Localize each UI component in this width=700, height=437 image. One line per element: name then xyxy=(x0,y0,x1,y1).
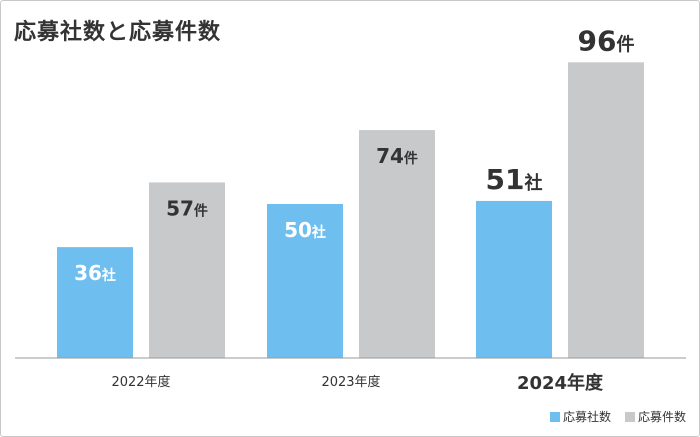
bar xyxy=(359,130,435,358)
data-label: 74件 xyxy=(376,144,418,168)
bar xyxy=(476,200,552,358)
bar xyxy=(57,247,133,358)
x-tick-label: 2022年度 xyxy=(111,374,170,390)
data-label: 96件 xyxy=(578,24,635,57)
bar xyxy=(149,182,225,358)
data-label: 36社 xyxy=(74,261,116,285)
bar xyxy=(568,62,644,358)
legend-item-applications: 応募件数 xyxy=(624,408,686,425)
legend-swatch xyxy=(624,412,635,422)
x-tick-label: 2023年度 xyxy=(321,374,380,390)
data-label: 50社 xyxy=(284,218,326,242)
legend-label: 応募社数 xyxy=(562,410,611,424)
legend-label: 応募件数 xyxy=(637,410,686,424)
data-label: 51社 xyxy=(486,163,543,196)
legend: 応募社数 応募件数 xyxy=(549,408,686,425)
legend-item-companies: 応募社数 xyxy=(549,408,611,425)
x-tick-label: 2024年度 xyxy=(517,372,604,394)
data-label: 57件 xyxy=(166,196,208,220)
legend-swatch xyxy=(549,412,560,422)
bar xyxy=(267,204,343,358)
chart-title: 応募社数と応募件数 xyxy=(14,20,222,45)
